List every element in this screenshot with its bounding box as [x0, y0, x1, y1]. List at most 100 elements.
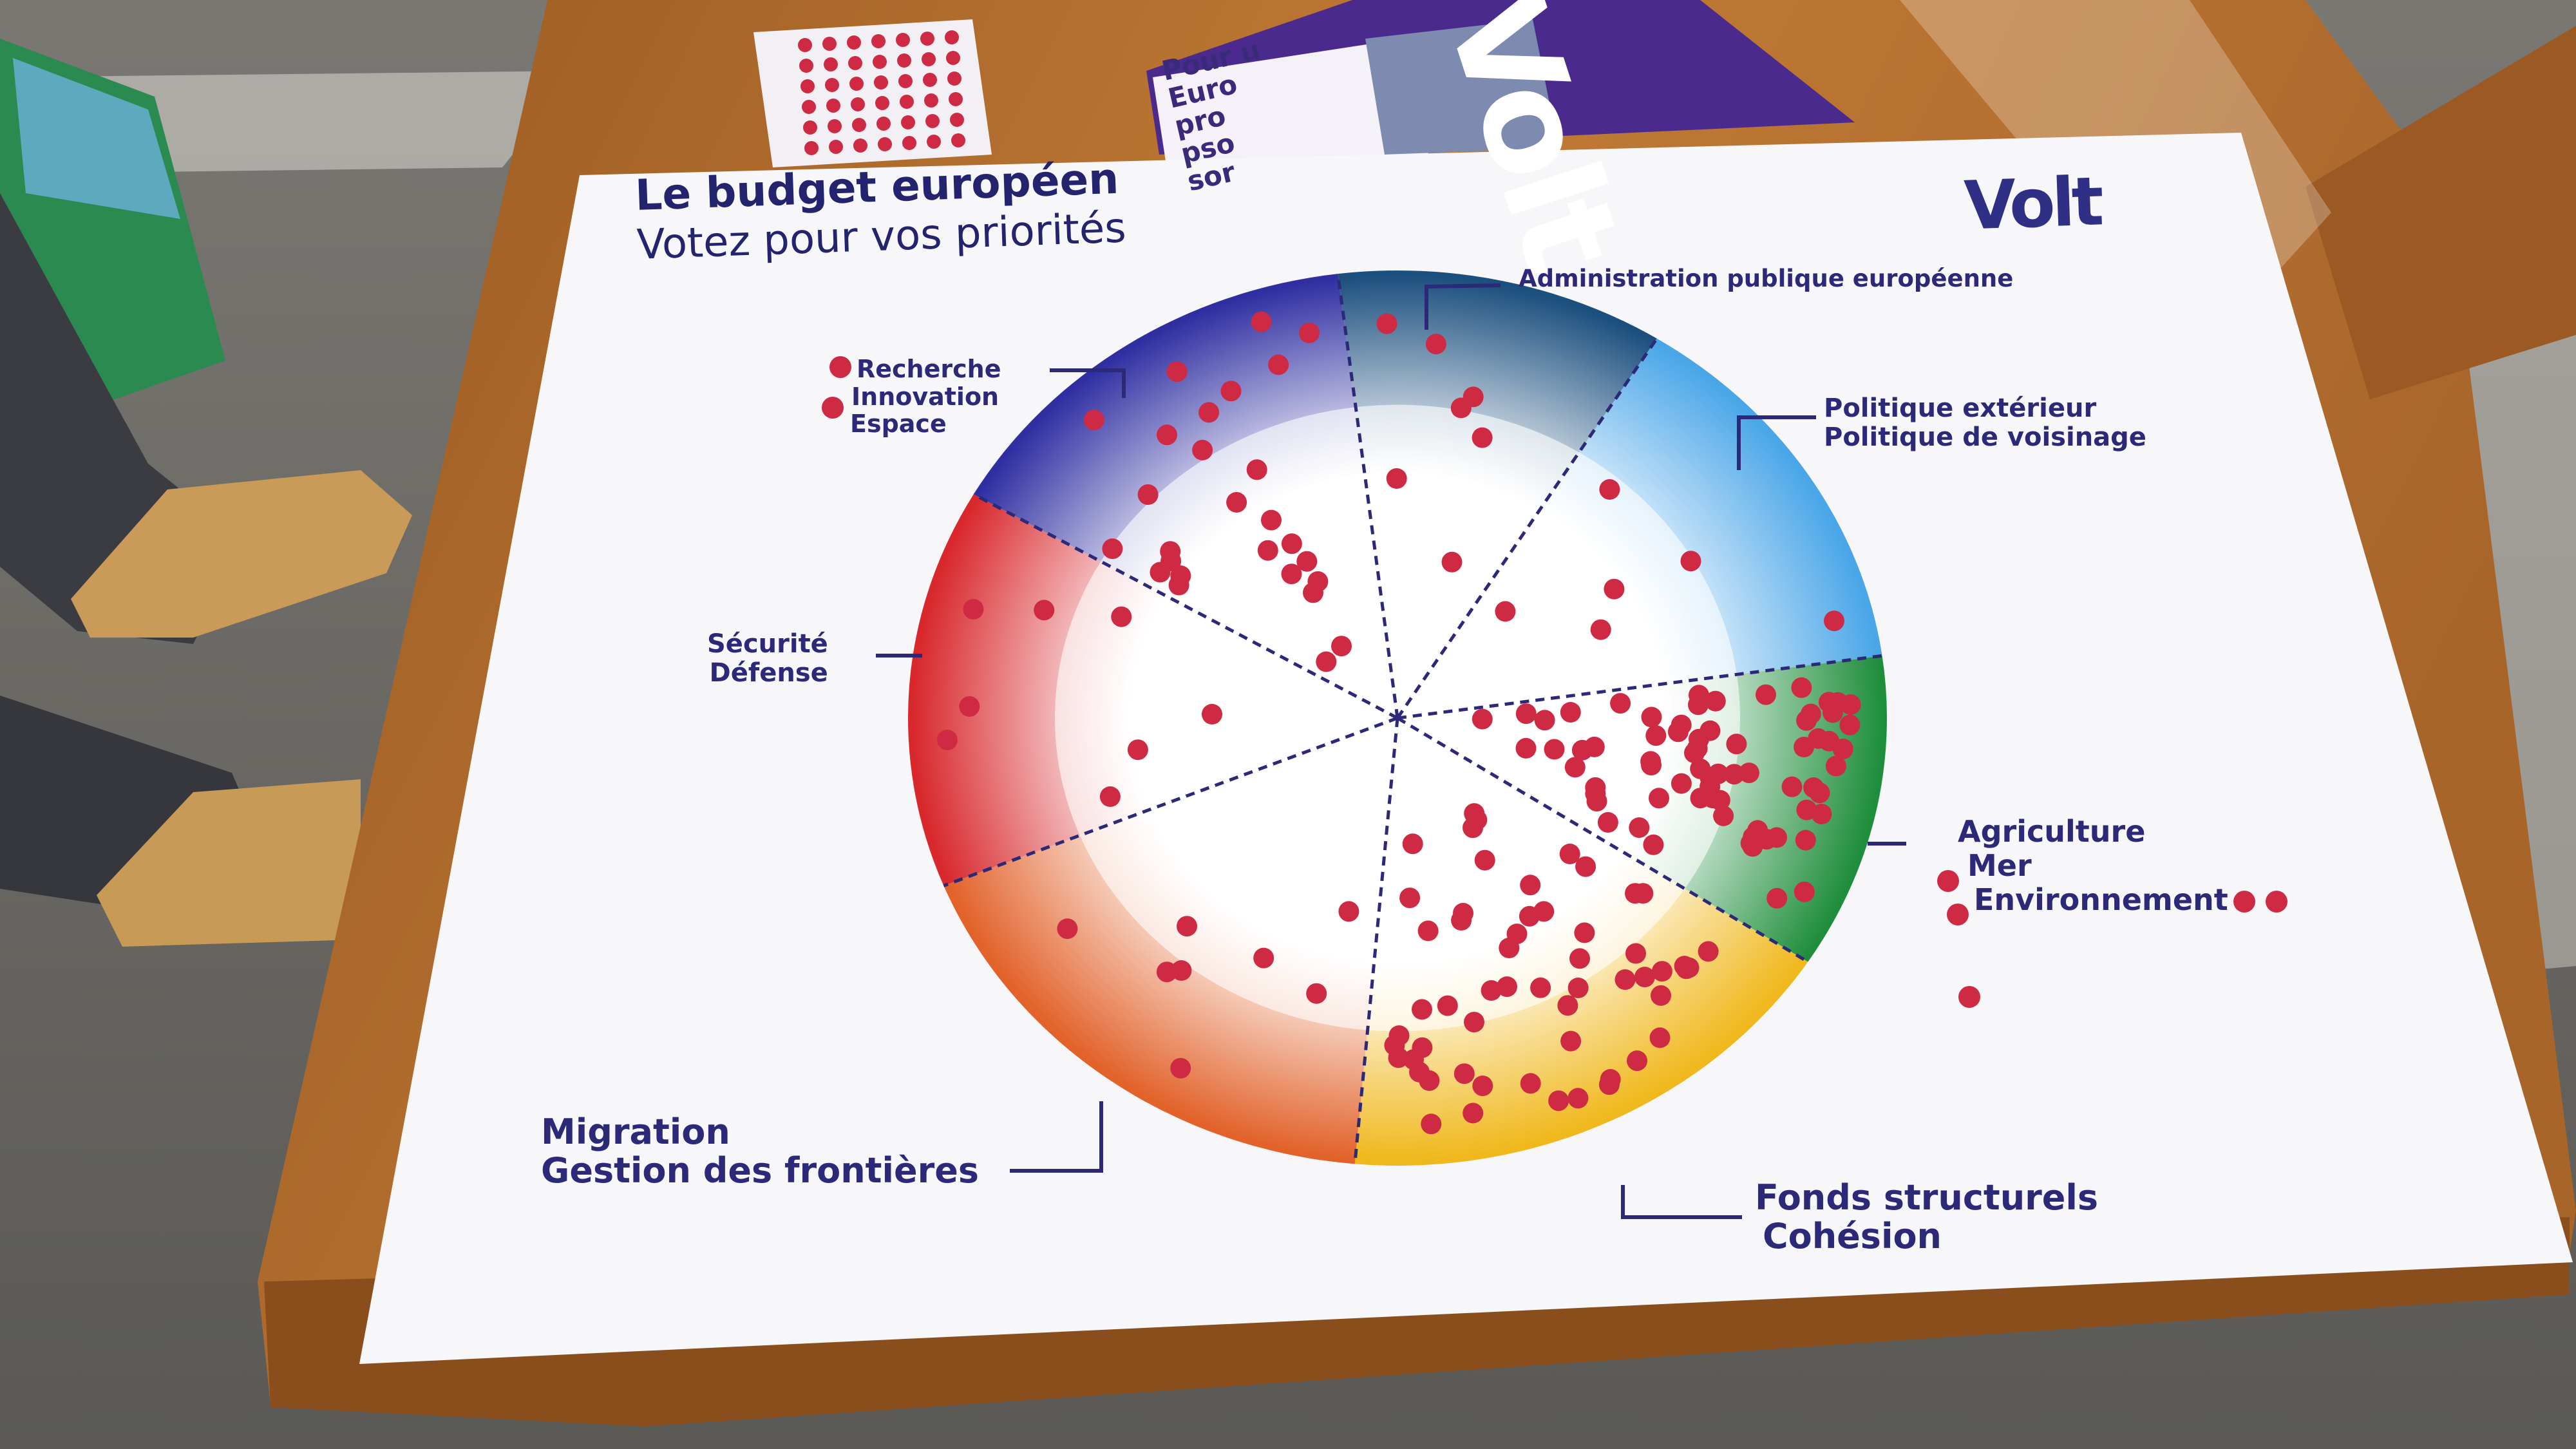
vote-sticker — [1564, 757, 1586, 778]
sheet-sticker — [852, 118, 866, 132]
vote-sticker — [1464, 1012, 1484, 1033]
sheet-sticker — [949, 92, 963, 106]
vote-sticker — [2266, 891, 2287, 913]
poster-title-block: Le budget européen Votez pour vos priori… — [634, 153, 1127, 269]
vote-sticker — [1099, 786, 1121, 807]
votes-recherche — [1083, 311, 1352, 672]
vote-sticker — [1958, 986, 1980, 1008]
vote-sticker — [1766, 887, 1788, 909]
pie-divider — [1396, 716, 1809, 963]
vote-sticker — [1307, 571, 1329, 592]
vote-sticker — [1688, 694, 1709, 715]
vote-sticker — [1515, 737, 1537, 759]
vote-sticker — [1316, 651, 1337, 672]
vote-sticker — [1268, 354, 1289, 375]
sheet-sticker — [847, 35, 861, 50]
vote-sticker — [1403, 1049, 1424, 1070]
vote-sticker — [1437, 995, 1458, 1016]
sticker-sheet — [753, 19, 992, 167]
vote-sticker — [1641, 706, 1662, 728]
vote-sticker — [1202, 704, 1222, 724]
vote-sticker — [1811, 804, 1832, 824]
vote-sticker — [1756, 684, 1776, 705]
pie-divider — [1336, 273, 1399, 719]
sheet-sticker — [901, 115, 915, 129]
vote-sticker — [1495, 601, 1516, 622]
label-migration: Migration Gestion des frontières — [541, 1112, 979, 1191]
vote-sticker — [1534, 710, 1555, 731]
vote-sticker — [1306, 983, 1327, 1004]
boot — [71, 470, 412, 638]
vote-sticker — [1615, 969, 1636, 990]
vote-sticker — [1651, 961, 1672, 982]
vote-sticker — [1220, 381, 1242, 402]
vote-sticker — [1713, 805, 1734, 826]
label-securite: Sécurité Défense — [707, 629, 828, 688]
vote-sticker — [1690, 758, 1711, 779]
vote-sticker — [1338, 901, 1359, 922]
vote-sticker — [936, 730, 958, 750]
votes-migration — [1057, 901, 1359, 1079]
vote-sticker — [1497, 976, 1517, 998]
vote-sticker — [822, 397, 844, 419]
vote-sticker — [1574, 922, 1595, 943]
vote-sticker — [1388, 1025, 1410, 1046]
vote-sticker — [1840, 694, 1861, 715]
vote-sticker — [1610, 693, 1631, 714]
vote-sticker — [1425, 334, 1446, 355]
vote-sticker — [1689, 728, 1709, 750]
sheet-sticker — [875, 96, 889, 110]
label-agriculture: Agriculture Mer Environnement — [1958, 814, 2228, 917]
vote-sticker — [1388, 1047, 1409, 1068]
pie-divider — [1397, 654, 1882, 720]
vote-sticker — [1575, 856, 1596, 877]
vote-sticker — [1598, 1074, 1620, 1095]
vote-sticker — [1738, 762, 1759, 784]
vote-sticker — [1832, 739, 1853, 759]
vote-sticker — [1261, 509, 1282, 531]
vote-sticker — [1781, 776, 1803, 797]
pie-divider — [972, 493, 1399, 720]
vote-sticker — [1795, 829, 1816, 851]
sheet-sticker — [924, 93, 938, 108]
vote-sticker — [1137, 484, 1159, 505]
vote-sticker — [1548, 1090, 1569, 1112]
sheet-sticker — [951, 133, 965, 147]
sheet-sticker — [874, 75, 888, 90]
vote-sticker — [1585, 783, 1606, 804]
vote-sticker — [1590, 619, 1611, 640]
vote-sticker — [1633, 883, 1654, 904]
vote-sticker — [1376, 313, 1397, 334]
vote-sticker — [1034, 600, 1055, 621]
vote-sticker — [1111, 606, 1132, 627]
vote-sticker — [1160, 541, 1181, 562]
votes-fonds — [1384, 803, 1719, 1135]
vote-sticker — [1166, 361, 1188, 383]
vote-sticker — [1937, 870, 1959, 892]
vote-sticker — [1791, 677, 1812, 698]
vote-sticker — [1794, 881, 1815, 902]
vote-sticker — [1083, 410, 1104, 431]
vote-sticker — [1599, 479, 1620, 500]
sheet-sticker — [824, 57, 838, 71]
vote-sticker — [1641, 755, 1662, 776]
sheet-sticker — [920, 32, 934, 46]
leaflet-photo — [1365, 19, 1558, 155]
vote-sticker — [1544, 739, 1565, 760]
vote-sticker — [1643, 834, 1664, 855]
vote-sticker — [1281, 533, 1302, 554]
vote-sticker — [1463, 1103, 1484, 1124]
vote-sticker — [1743, 826, 1764, 848]
sheet-sticker — [822, 37, 837, 51]
sheet-sticker — [950, 113, 964, 127]
vote-sticker — [1157, 424, 1177, 446]
sheet-sticker — [898, 74, 913, 88]
votes-exterieur — [1495, 479, 1844, 640]
vote-sticker — [1170, 565, 1191, 586]
vote-sticker — [1645, 725, 1667, 746]
vote-sticker — [1463, 817, 1483, 838]
sheet-sticker — [897, 53, 911, 68]
vote-sticker — [1520, 875, 1541, 896]
votes-securite — [936, 599, 1222, 807]
